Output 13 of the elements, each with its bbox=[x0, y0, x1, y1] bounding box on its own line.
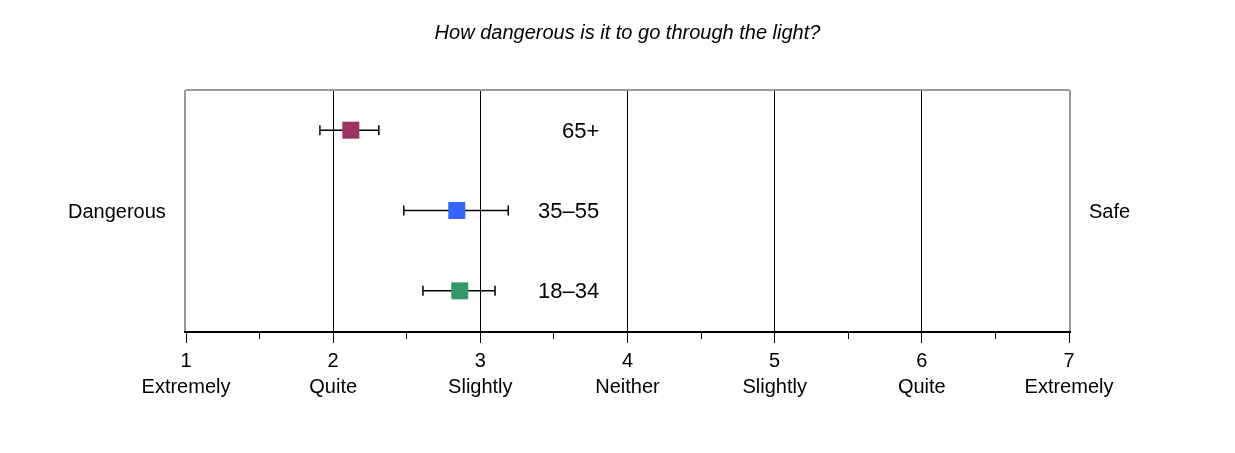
y-tick-label: 65+ bbox=[562, 118, 600, 143]
y-tick-label: 18–34 bbox=[538, 278, 600, 303]
x-tick-label: 4 Neither bbox=[595, 348, 661, 397]
x-tick-label: 3 Slightly bbox=[448, 348, 513, 397]
x-tick-label: 1 Extremely bbox=[141, 348, 231, 397]
chart-title: How dangerous is it to go through the light? bbox=[434, 20, 822, 43]
x-tick-label: 5 Slightly bbox=[742, 348, 807, 397]
text: Dangerous bbox=[68, 200, 166, 222]
x-tick-label: 7 Extremely bbox=[1024, 348, 1114, 397]
text: Safe bbox=[1089, 200, 1131, 222]
x-tick-label: 2 Quite bbox=[309, 348, 358, 397]
x-tick-label: 6 Quite bbox=[897, 348, 946, 397]
y-tick-label: 35–55 bbox=[538, 198, 600, 223]
